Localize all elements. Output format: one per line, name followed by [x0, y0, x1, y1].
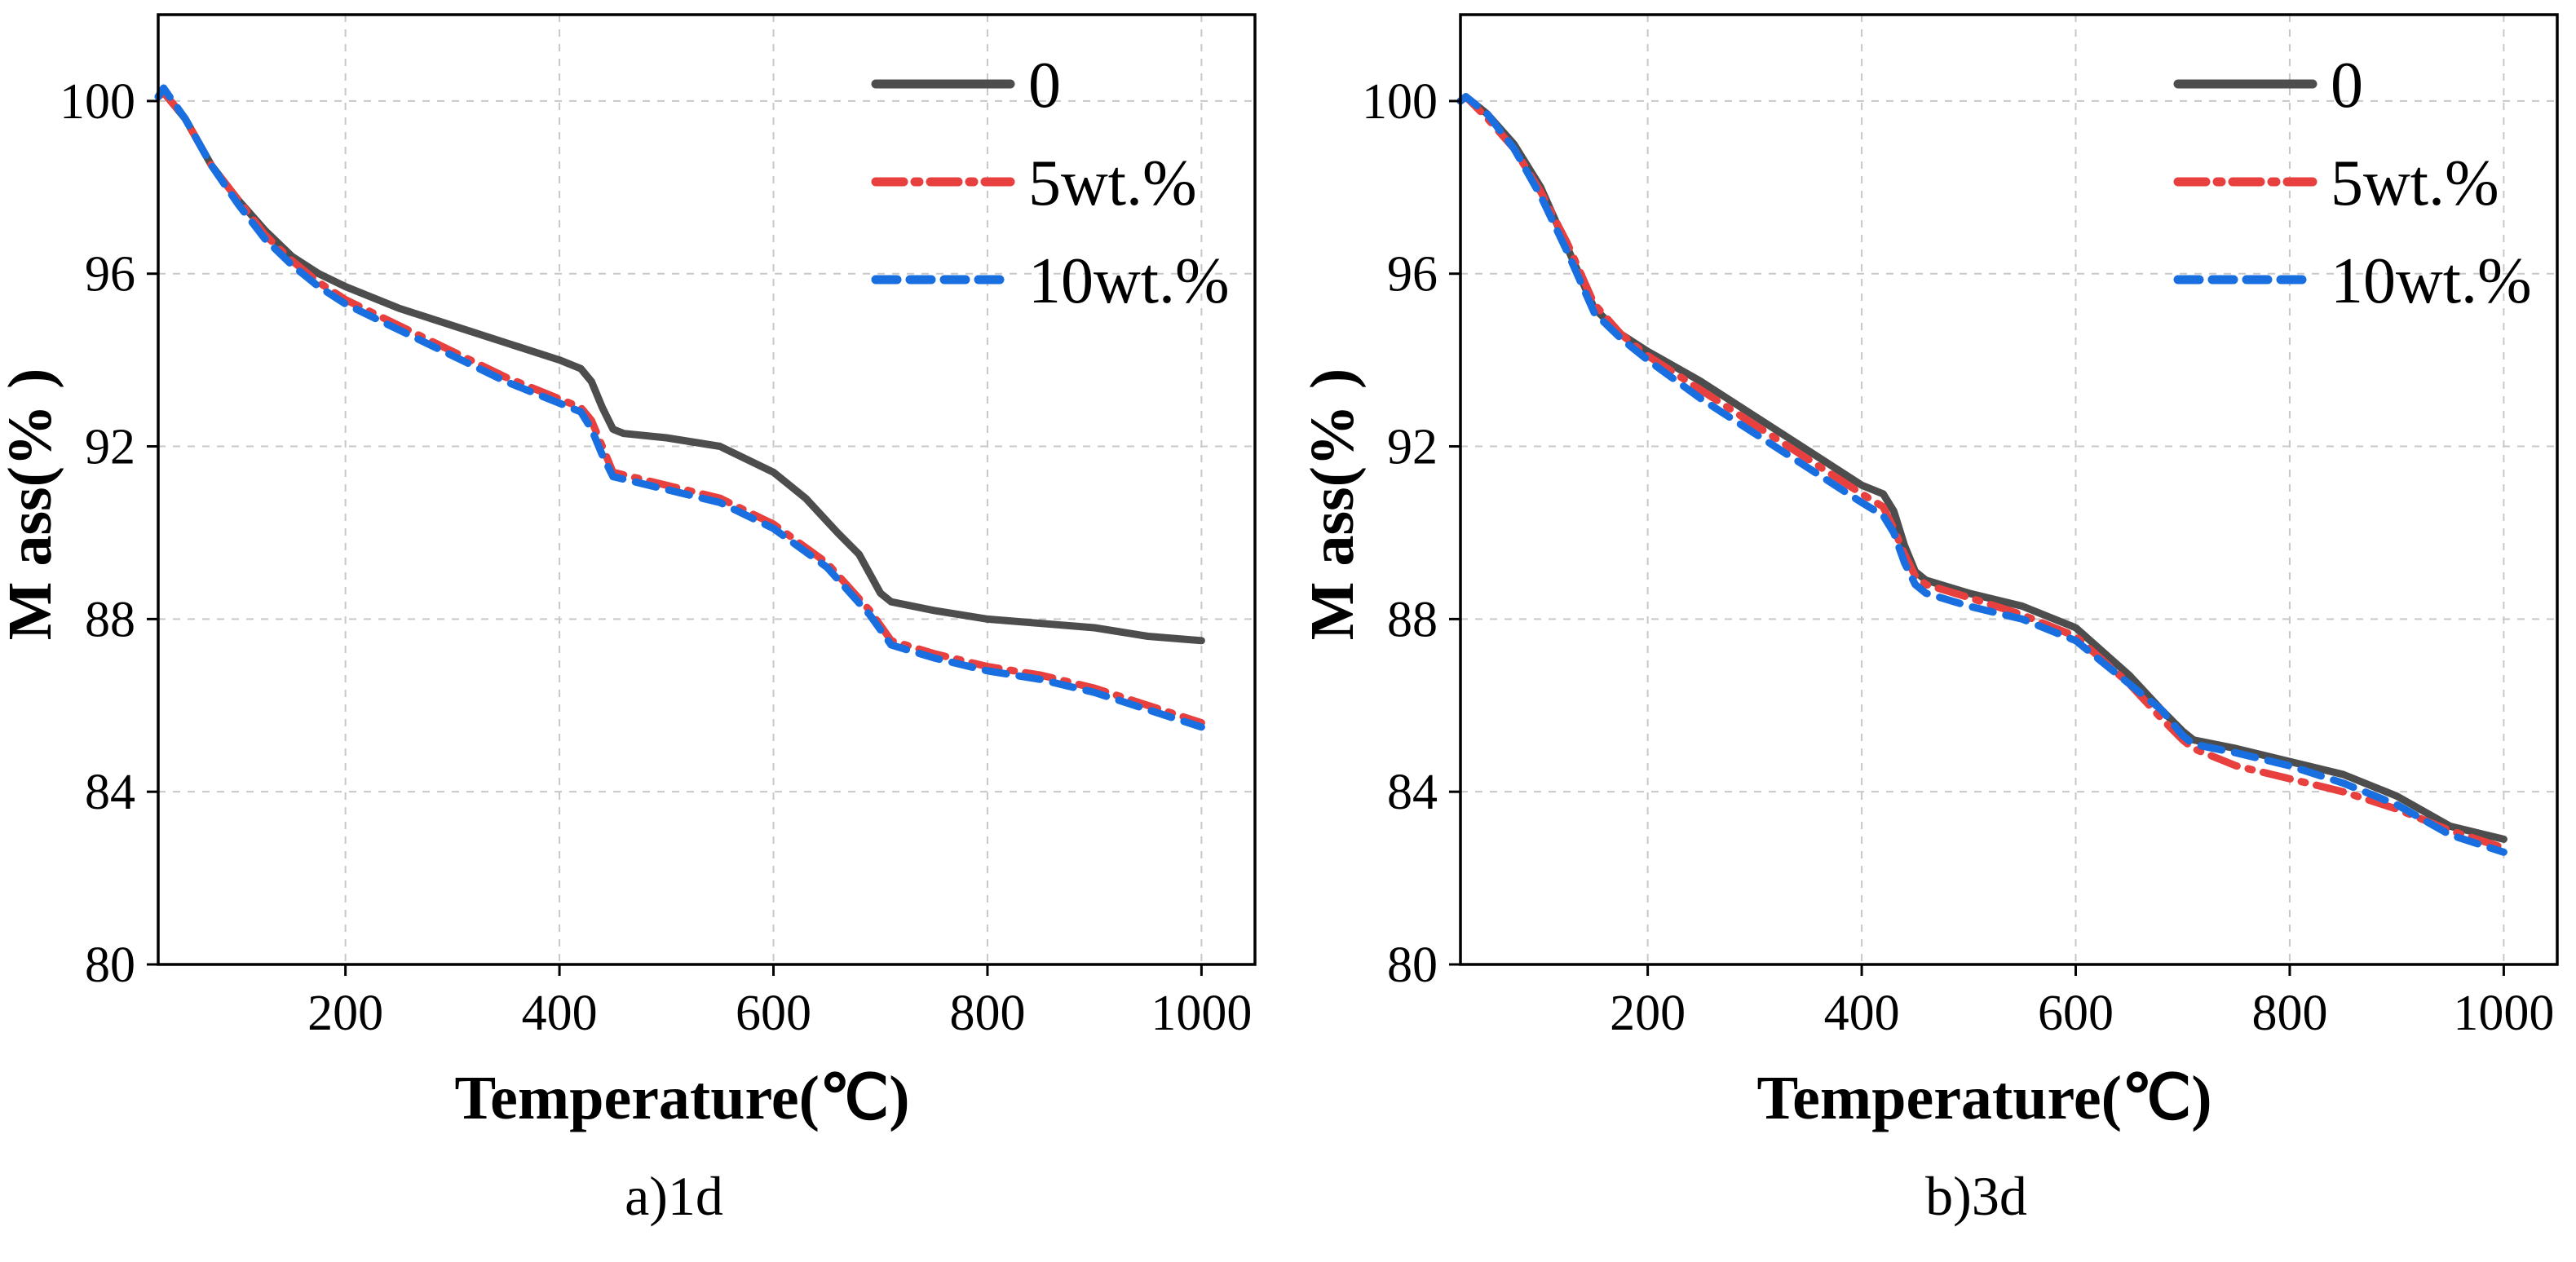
- c1-x-tick-label-200: 200: [1610, 986, 1686, 1041]
- c1-y-tick-label-96: 96: [1387, 247, 1438, 302]
- c1-x-tick-label-400: 400: [1824, 986, 1900, 1041]
- c0-y-axis-label: M ass(% ): [0, 368, 64, 641]
- c0-x-tick-label-200: 200: [307, 986, 383, 1041]
- c0-y-tick-label-80: 80: [85, 938, 135, 993]
- c1-y-tick-label-100: 100: [1362, 74, 1438, 130]
- c1-legend-label-1: 5wt.%: [2331, 148, 2499, 219]
- c1-x-tick-label-600: 600: [2038, 986, 2114, 1041]
- c1-y-tick-label-84: 84: [1387, 765, 1438, 820]
- c1-y-axis-label: M ass(% ): [1298, 368, 1367, 641]
- c0-x-tick-label-600: 600: [736, 986, 811, 1041]
- c0-series-line-2: [154, 84, 1205, 731]
- c0-legend-label-0: 0: [1028, 50, 1061, 121]
- c1-y-tick-label-88: 88: [1387, 592, 1438, 647]
- panel-b-3d: 200 400 600 800 1000 80 84 88 92 96 100 Temperature…: [1298, 13, 2559, 1227]
- c1-y-tick-label-80: 80: [1387, 938, 1438, 993]
- c0-x-tick-label-400: 400: [522, 986, 598, 1041]
- c1-x-axis-label: Temperature(℃): [1756, 1064, 2211, 1132]
- c0-panel-caption: a)1d: [625, 1165, 723, 1227]
- c1-y-tick-label-92: 92: [1387, 420, 1438, 475]
- c0-plot-frame: [157, 13, 1257, 966]
- c0-legend-label-1: 5wt.%: [1028, 148, 1197, 219]
- panel-a-1d: 200 400 600 800 1000 80 84 88 92 96 100 Temperature…: [0, 13, 1257, 1227]
- c0-x-axis-label: Temperature(℃): [454, 1064, 909, 1132]
- c1-legend-label-2: 10wt.%: [2331, 245, 2532, 317]
- c0-x-tick-label-800: 800: [949, 986, 1025, 1041]
- c1-x-tick-label-800: 800: [2251, 986, 2327, 1041]
- c0-y-tick-label-84: 84: [85, 765, 135, 820]
- c0-y-tick-label-88: 88: [85, 592, 135, 647]
- c1-plot-frame: [1459, 13, 2559, 966]
- c1-panel-caption: b)3d: [1925, 1165, 2027, 1227]
- c1-legend-label-0: 0: [2331, 50, 2363, 121]
- c0-x-tick-label-1000: 1000: [1151, 986, 1252, 1041]
- c1-x-tick-label-1000: 1000: [2453, 986, 2554, 1041]
- c0-y-tick-label-96: 96: [85, 247, 135, 302]
- c0-y-tick-label-100: 100: [60, 74, 135, 130]
- c0-y-tick-label-92: 92: [85, 420, 135, 475]
- c1-series-line-2: [1456, 93, 2508, 856]
- c0-legend-label-2: 10wt.%: [1028, 245, 1230, 317]
